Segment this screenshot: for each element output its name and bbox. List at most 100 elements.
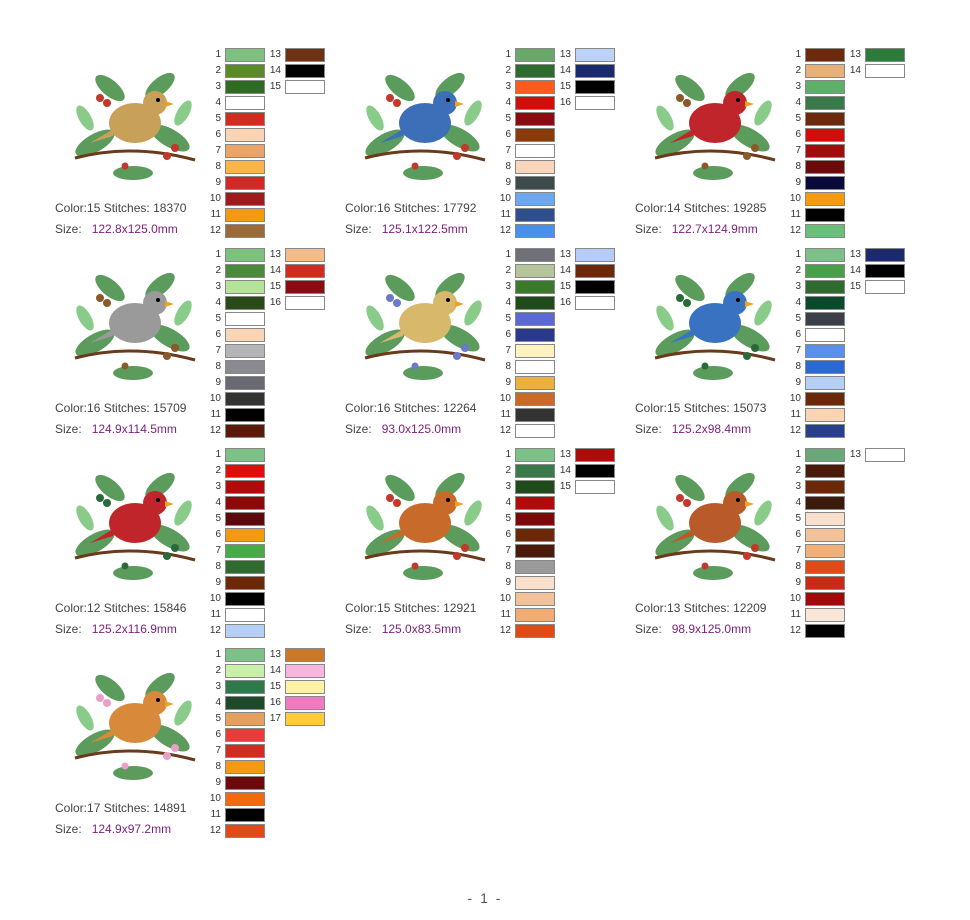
design-thumbnail-art: [364, 472, 486, 580]
size-value: 93.0x125.0mm: [381, 422, 462, 436]
thread-chip: 16: [555, 96, 655, 110]
thread-swatch: [865, 64, 905, 78]
thread-swatch: [225, 648, 265, 662]
design-thumbnail[interactable]: [635, 448, 790, 598]
thread-chip: 5: [205, 712, 305, 726]
thread-swatch: [575, 80, 615, 94]
design-card-cardinal-female-wreath[interactable]: Color:15 Stitches: 18370 Size: 122.8x125…: [55, 48, 345, 248]
thread-chip: 1: [205, 448, 305, 462]
thread-swatch: [805, 128, 845, 142]
design-card-blue-jay-pine[interactable]: Color:15 Stitches: 15073 Size: 125.2x98.…: [635, 248, 925, 448]
design-card-cardinal-female-flower[interactable]: Color:17 Stitches: 14891 Size: 124.9x97.…: [55, 648, 345, 848]
thread-swatch: [865, 264, 905, 278]
thread-chip: 12: [205, 824, 305, 838]
color-stitches-line: Color:15 Stitches: 18370: [55, 201, 186, 215]
thread-swatch: [225, 464, 265, 478]
design-thumbnail[interactable]: [345, 448, 500, 598]
thread-chip: 8: [495, 160, 595, 174]
thread-swatch: [225, 392, 265, 406]
thread-swatch: [225, 192, 265, 206]
thread-swatch: [225, 328, 265, 342]
thread-swatch: [225, 144, 265, 158]
thread-number: 3: [215, 281, 221, 292]
thread-number: 11: [790, 609, 801, 620]
thread-swatch: [805, 64, 845, 78]
thread-chip: 1: [205, 648, 305, 662]
size-label: Size:: [345, 622, 372, 636]
design-card-robin-snowy-berries[interactable]: Color:13 Stitches: 12209 Size: 98.9x125.…: [635, 448, 925, 648]
design-thumbnail[interactable]: [55, 648, 210, 798]
design-thumbnail[interactable]: [345, 48, 500, 198]
thread-chip: 1: [495, 448, 595, 462]
thread-number: 7: [795, 145, 801, 156]
thread-swatch: [575, 464, 615, 478]
thread-swatch: [805, 376, 845, 390]
stitches-label: Stitches:: [393, 401, 440, 415]
thread-number: 13: [269, 49, 281, 60]
thread-number: 16: [559, 97, 571, 108]
thread-swatch: [805, 624, 845, 638]
thread-swatch: [515, 576, 555, 590]
stitches-label: Stitches:: [683, 601, 730, 615]
thread-number: 11: [790, 209, 801, 220]
thread-chip: 2: [205, 264, 305, 278]
design-thumbnail[interactable]: [55, 48, 210, 198]
thread-swatch: [805, 344, 845, 358]
thread-number: 14: [849, 65, 861, 76]
thread-chip: 8: [205, 760, 305, 774]
stitches-label: Stitches:: [683, 401, 730, 415]
design-thumbnail[interactable]: [345, 248, 500, 398]
color-stitches-line: Color:16 Stitches: 15709: [55, 401, 186, 415]
thread-swatch: [225, 744, 265, 758]
stitches-count: 12264: [443, 401, 477, 415]
thread-chip: 13: [555, 248, 655, 262]
thread-number: 1: [215, 249, 221, 260]
thread-number: 6: [795, 529, 801, 540]
thread-swatch: [225, 624, 265, 638]
thread-swatch: [225, 208, 265, 222]
thread-swatch: [515, 144, 555, 158]
thread-number: 13: [849, 449, 861, 460]
thread-number: 2: [795, 65, 801, 76]
thread-chip: 9: [205, 176, 305, 190]
design-thumbnail[interactable]: [635, 48, 790, 198]
thread-swatch: [575, 248, 615, 262]
thread-chip: 11: [785, 408, 885, 422]
thread-swatch: [225, 160, 265, 174]
thread-chip: 8: [205, 360, 305, 374]
thread-swatch: [225, 696, 265, 710]
thread-swatch: [225, 248, 265, 262]
thread-number: 6: [215, 529, 221, 540]
size-line: Size: 125.1x122.5mm: [345, 222, 468, 236]
thread-number: 12: [209, 825, 221, 836]
stitches-count: 12209: [733, 601, 767, 615]
thread-number: 9: [505, 577, 511, 588]
design-card-cardinal-pine-cones[interactable]: Color:14 Stitches: 19285 Size: 122.7x124…: [635, 48, 925, 248]
design-card-robin-holly[interactable]: Color:15 Stitches: 12921 Size: 125.0x83.…: [345, 448, 635, 648]
design-card-cardinal-pine-branch[interactable]: Color:12 Stitches: 15846 Size: 125.2x116…: [55, 448, 345, 648]
thread-swatch: [575, 448, 615, 462]
design-card-chickadee-blossoms[interactable]: Color:16 Stitches: 12264 Size: 93.0x125.…: [345, 248, 635, 448]
thread-chip: 7: [205, 344, 305, 358]
design-thumbnail[interactable]: [55, 448, 210, 598]
design-card-blue-jay-berries[interactable]: Color:16 Stitches: 17792 Size: 125.1x122…: [345, 48, 635, 248]
thread-chip: 13: [265, 48, 365, 62]
thread-chip: 4: [205, 96, 305, 110]
thread-chip: 8: [785, 360, 885, 374]
thread-swatch: [515, 480, 555, 494]
thread-chip: 12: [205, 624, 305, 638]
thread-swatch: [805, 96, 845, 110]
thread-chip: 11: [205, 408, 305, 422]
design-thumbnail[interactable]: [55, 248, 210, 398]
thread-swatch: [285, 280, 325, 294]
thread-chip: 14: [555, 464, 655, 478]
design-card-chickadee-holly[interactable]: Color:16 Stitches: 15709 Size: 124.9x114…: [55, 248, 345, 448]
stitches-label: Stitches:: [683, 201, 730, 215]
thread-swatch: [515, 496, 555, 510]
thread-number: 8: [795, 361, 801, 372]
thread-chip: 9: [785, 376, 885, 390]
thread-number: 3: [795, 81, 801, 92]
thread-swatch: [805, 392, 845, 406]
design-thumbnail-art: [74, 672, 196, 780]
design-thumbnail[interactable]: [635, 248, 790, 398]
